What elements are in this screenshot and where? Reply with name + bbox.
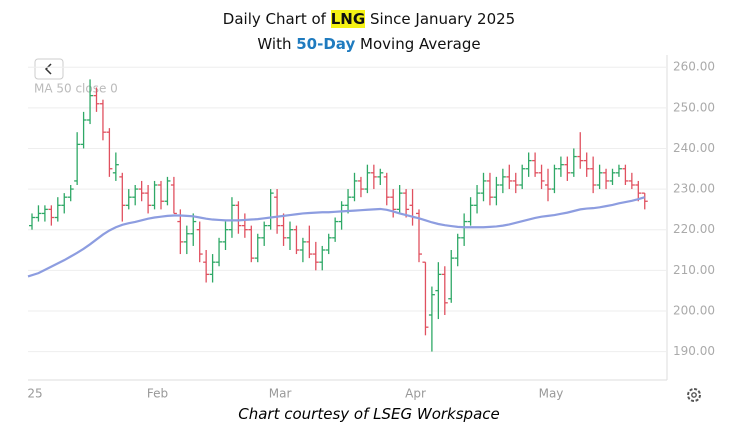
y-tick-label: 190.00 [673,344,715,358]
moving-average-line [27,196,646,278]
title: Daily Chart of LNG Since January 2025 [0,10,738,28]
y-tick-label: 200.00 [673,303,715,317]
gear-hub [691,392,697,398]
y-tick-label: 260.00 [673,60,715,74]
y-tick-label: 220.00 [673,222,715,236]
x-tick-label: May [539,387,564,401]
settings-button[interactable] [687,388,701,402]
back-button[interactable] [34,58,64,80]
source-note: Chart courtesy of LSEG Workspace [238,405,500,423]
back-icon [44,63,52,75]
x-tick-label: Mar [269,387,292,401]
legend-entry: MA 50 close 0 [34,82,118,96]
y-tick-label: 230.00 [673,182,715,196]
subtitle-text: Moving Average [360,35,481,53]
y-tick-label: 210.00 [673,263,715,277]
x-tick-label: Apr [405,387,426,401]
y-tick-label: 250.00 [673,100,715,114]
x-tick-label: 25 [27,387,42,401]
subtitle-text: With [257,35,292,53]
ticker: LNG [330,10,366,28]
y-tick-label: 240.00 [673,141,715,155]
subtitle: With 50-Day Moving Average [0,35,738,53]
x-tick-label: Feb [147,387,168,401]
title-text: Since January 2025 [369,10,516,28]
gear-icon [687,388,701,402]
ma-period: 50-Day [296,35,356,53]
title-text: Daily Chart of [222,10,326,28]
